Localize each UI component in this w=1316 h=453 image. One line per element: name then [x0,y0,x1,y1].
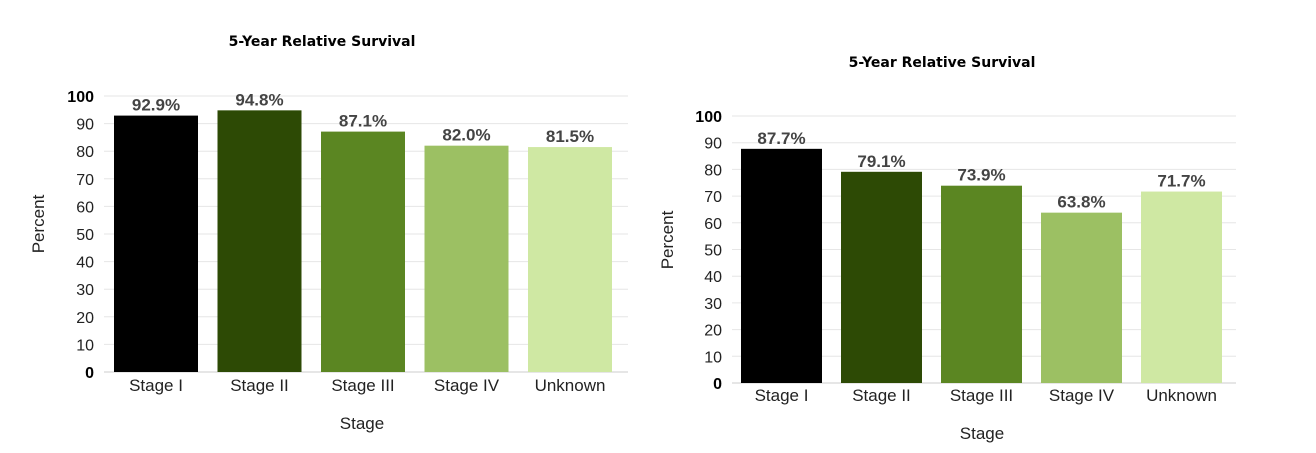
left-y-tick-label: 10 [76,337,94,354]
left-data-label: 82.0% [442,126,490,145]
left-category-label: Stage I [129,376,183,395]
right-y-tick-label: 0 [713,376,722,393]
right-y-tick-label: 90 [704,136,722,153]
right-y-tick-label: 30 [704,296,722,313]
right-bar [841,171,922,383]
left-y-axis-title: Percent [29,194,48,253]
left-category-label: Unknown [535,376,606,395]
right-y-axis-title: Percent [658,210,677,269]
right-bar [1141,191,1222,383]
left-y-tick-label: 0 [85,365,94,382]
right-data-label: 63.8% [1057,193,1105,212]
left-bar [321,131,405,372]
chart-right: 5-Year Relative Survival 0 10 20 30 40 50 60 70 8… [658,0,1316,453]
left-data-label: 92.9% [132,96,180,115]
chart-right-svg: 5-Year Relative Survival 0 10 20 30 40 50 60 70 8… [658,55,1236,443]
chart-left-svg: 5-Year Relative Survival 0 10 20 30 40 50 60 70 8… [29,34,628,433]
right-data-label: 71.7% [1157,172,1205,191]
left-y-tick-label: 70 [76,172,94,189]
left-bar [217,110,302,373]
right-y-tick-label: 50 [704,243,722,260]
right-data-label: 73.9% [957,166,1005,185]
right-data-label: 79.1% [857,152,905,171]
left-data-label: 87.1% [339,112,387,131]
chart-left: 5-Year Relative Survival 0 10 20 30 40 50 60 70 8… [29,34,628,433]
left-bar [424,145,509,372]
right-y-tick-label: 10 [704,349,722,366]
left-y-tick-label: 60 [76,199,94,216]
left-y-tick-label: 30 [76,282,94,299]
left-y-tick-label: 90 [76,117,94,134]
left-y-tick-label: 100 [67,89,94,106]
right-y-tick-label: 60 [704,216,722,233]
left-category-label: Stage II [230,376,289,395]
right-category-label: Stage II [852,386,911,405]
right-y-tick-label: 20 [704,323,722,340]
right-y-tick-label: 70 [704,189,722,206]
left-data-label: 94.8% [235,90,283,109]
right-category-label: Unknown [1146,386,1217,405]
left-x-axis-title: Stage [340,414,384,433]
right-y-tick-label: 100 [695,109,722,126]
right-bar [941,185,1022,383]
right-chart-title: 5-Year Relative Survival [849,55,1036,71]
right-data-label: 87.7% [757,129,805,148]
left-y-tick-label: 40 [76,255,94,272]
left-category-label: Stage III [331,376,394,395]
left-y-tick-label: 50 [76,227,94,244]
right-category-label: Stage III [950,386,1013,405]
left-chart-title: 5-Year Relative Survival [229,34,416,50]
right-y-tick-label: 40 [704,269,722,286]
left-y-tick-label: 20 [76,310,94,327]
right-category-label: Stage IV [1049,386,1115,405]
left-bar [528,147,612,372]
right-y-tick-label: 80 [704,162,722,179]
right-x-axis-title: Stage [960,424,1004,443]
left-data-label: 81.5% [546,127,594,146]
right-bar [1041,212,1122,383]
left-y-tick-label: 80 [76,144,94,161]
left-category-label: Stage IV [434,376,500,395]
left-bar [114,115,198,372]
right-bar [741,148,822,383]
right-category-label: Stage I [755,386,809,405]
